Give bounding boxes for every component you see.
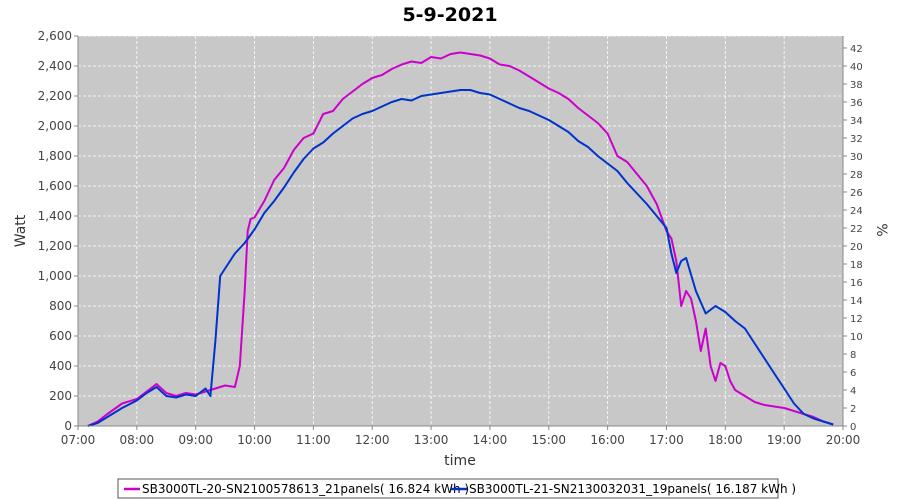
y2-tick-label: 2: [850, 404, 856, 415]
y-tick-label: 600: [49, 329, 72, 343]
y2-tick-label: 40: [850, 62, 863, 73]
y2-tick-label: 4: [850, 386, 856, 397]
y-tick-label: 2,400: [38, 59, 72, 73]
y2-tick-label: 38: [850, 80, 863, 91]
x-tick-label: 09:00: [178, 433, 213, 447]
y2-axis-title: %: [873, 223, 889, 236]
y2-tick-label: 36: [850, 98, 863, 109]
y2-tick-label: 8: [850, 350, 856, 361]
y2-tick-label: 12: [850, 314, 863, 325]
y-tick-label: 2,200: [38, 89, 72, 103]
y-tick-label: 1,200: [38, 239, 72, 253]
y-tick-label: 1,400: [38, 209, 72, 223]
y-axis-title: Watt: [13, 214, 29, 247]
y-tick-label: 0: [64, 419, 72, 433]
x-tick-label: 08:00: [120, 433, 155, 447]
legend-frame: [117, 478, 779, 499]
y2-tick-label: 18: [850, 260, 863, 271]
x-tick-label: 11:00: [296, 433, 331, 447]
plot-area: [78, 36, 843, 426]
y2-tick-label: 6: [850, 368, 856, 379]
y2-tick-label: 20: [850, 242, 863, 253]
y-tick-label: 800: [49, 299, 72, 313]
x-tick-label: 10:00: [237, 433, 272, 447]
y-tick-label: 2,600: [38, 29, 72, 43]
x-tick-label: 18:00: [708, 433, 743, 447]
x-tick-label: 17:00: [649, 433, 684, 447]
y2-tick-label: 16: [850, 278, 863, 289]
x-tick-label: 19:00: [767, 433, 802, 447]
legend-label-series-2: SB3000TL-21-SN2130032031_19panels( 16.18…: [469, 482, 796, 496]
y-tick-label: 400: [49, 359, 72, 373]
y-tick-label: 1,800: [38, 149, 72, 163]
x-tick-label: 12:00: [355, 433, 390, 447]
x-tick-label: 20:00: [826, 433, 861, 447]
x-axis-title: time: [444, 453, 476, 469]
y2-tick-label: 10: [850, 332, 863, 343]
x-tick-label: 14:00: [473, 433, 508, 447]
x-tick-label: 15:00: [531, 433, 566, 447]
y-tick-label: 1,000: [38, 269, 72, 283]
x-tick-label: 07:00: [61, 433, 96, 447]
y2-tick-label: 0: [850, 422, 856, 433]
y-tick-label: 1,600: [38, 179, 72, 193]
y2-tick-label: 26: [850, 188, 863, 199]
y2-tick-label: 42: [850, 44, 863, 55]
y2-tick-label: 14: [850, 296, 863, 307]
y2-tick-label: 30: [850, 152, 863, 163]
y2-tick-label: 22: [850, 224, 863, 235]
y-tick-label: 2,000: [38, 119, 72, 133]
x-tick-label: 16:00: [590, 433, 625, 447]
chart-title: 5-9-2021: [402, 4, 497, 26]
y2-tick-label: 24: [850, 206, 863, 217]
y-tick-label: 200: [49, 389, 72, 403]
series-line-2: [87, 89, 834, 427]
y2-tick-label: 34: [850, 116, 863, 127]
x-tick-label: 13:00: [414, 433, 449, 447]
y2-tick-label: 32: [850, 134, 863, 145]
y2-tick-label: 28: [850, 170, 863, 181]
series-line-1: [87, 51, 834, 427]
legend: SB3000TL-20-SN2100578613_21panels( 16.82…: [117, 478, 796, 499]
legend-label-series-1: SB3000TL-20-SN2100578613_21panels( 16.82…: [142, 482, 469, 496]
